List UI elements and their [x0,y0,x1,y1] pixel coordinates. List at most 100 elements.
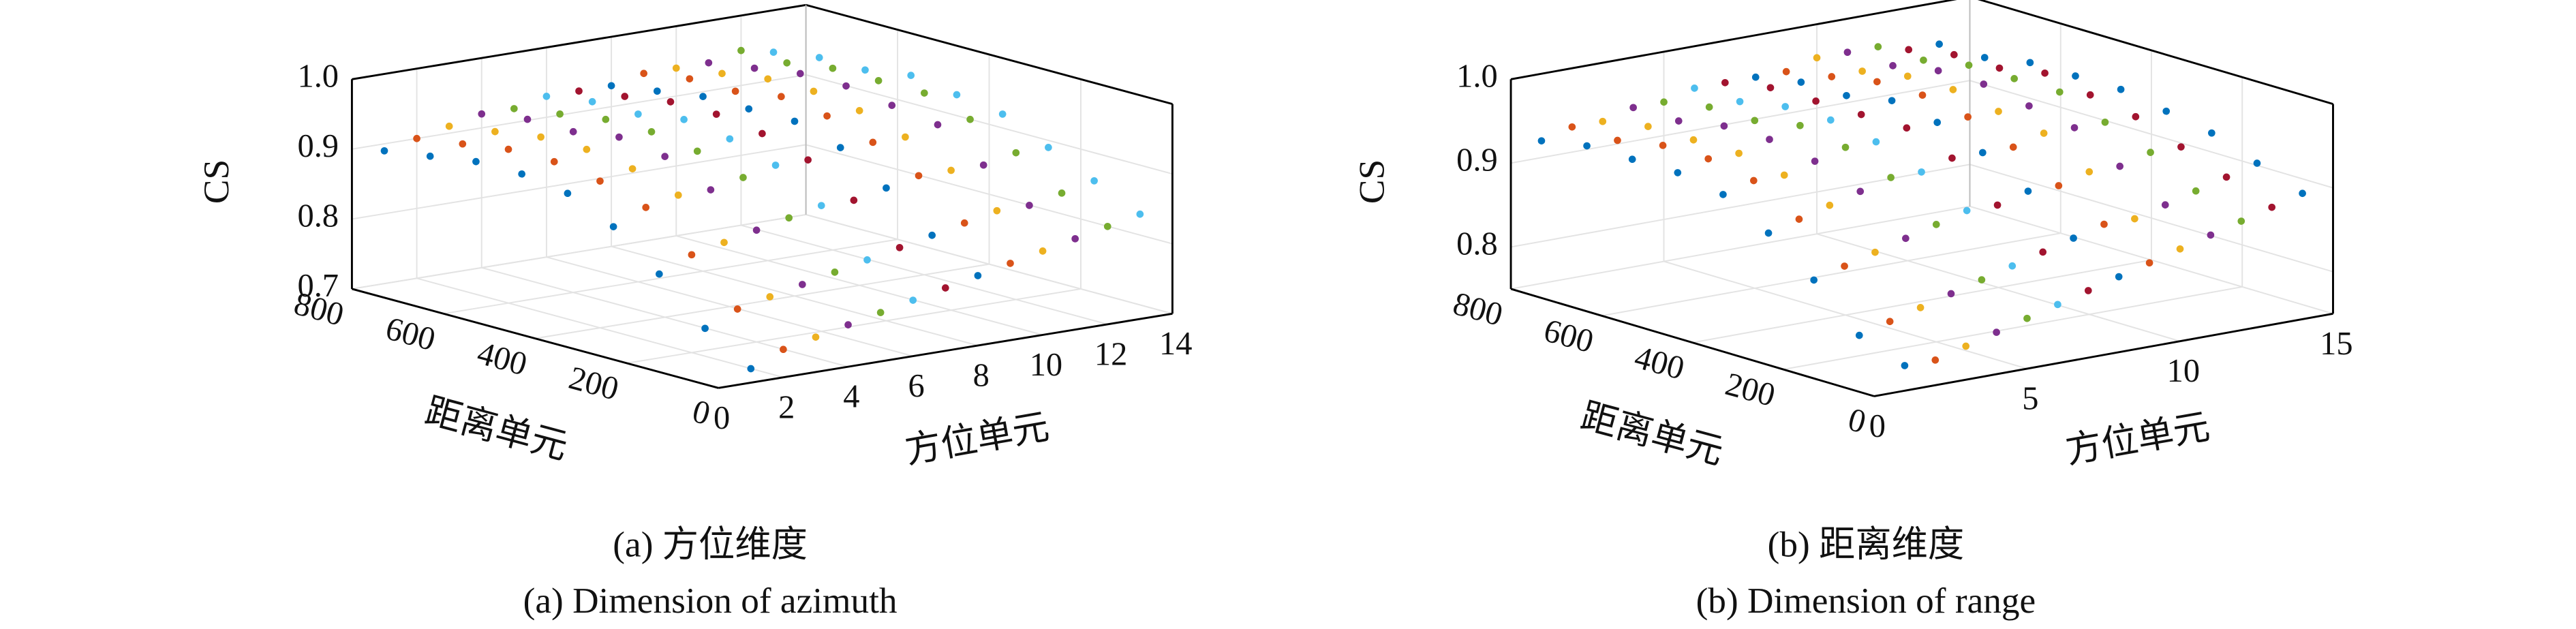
data-point [1751,117,1759,125]
y-axis-label: 距离单元 [421,391,572,467]
axis-line [352,3,806,80]
x-tick-label: 4 [843,379,859,415]
data-point [1813,54,1821,62]
grid-line [352,74,806,150]
data-point [2025,102,2033,110]
data-point [1993,201,2002,209]
data-point [1903,124,1911,132]
data-point [1766,84,1775,91]
data-point [2299,189,2306,198]
z-tick-label: 1.0 [1456,58,1498,94]
y-tick-label: 200 [565,360,622,408]
data-point [1918,168,1925,176]
data-point [1949,86,1957,93]
axis-line [806,3,1173,106]
data-point [1947,290,1955,298]
data-point [2070,124,2079,132]
data-point [2161,201,2169,209]
data-point [2039,248,2047,256]
z-tick-label: 0.9 [1456,142,1498,178]
data-point [815,54,823,61]
data-point [780,346,787,354]
data-point [2268,203,2276,211]
grid-line [1692,259,2152,343]
data-point [2023,314,2031,322]
data-point [785,214,793,222]
data-point [602,115,610,123]
x-axis-label: 方位单元 [2063,407,2213,472]
data-point [518,170,525,178]
data-point [1058,189,1066,197]
data-point [974,272,982,279]
data-point [1781,103,1790,110]
data-point [2100,220,2108,228]
data-point [661,153,669,160]
data-point [747,365,755,373]
data-point [812,333,820,341]
z-tick-label: 0.9 [297,128,339,164]
data-point [1980,80,1988,88]
data-point [2208,129,2215,137]
data-point [1995,64,2004,72]
data-point [2116,162,2123,170]
data-point [1691,85,1698,92]
data-point [2009,143,2017,151]
data-point [656,270,663,278]
data-point [672,64,680,72]
data-point [1689,136,1698,144]
data-point [836,144,844,151]
data-point [791,117,799,125]
data-point [1963,206,1971,215]
z-tick-label: 0.7 [297,268,339,304]
data-point [688,251,696,259]
data-point [1902,234,1910,243]
data-point [771,162,780,169]
data-point [2072,72,2079,80]
data-point [2101,119,2109,126]
data-point [960,219,968,227]
data-point [1071,234,1079,243]
data-point [564,189,572,198]
data-point [1797,78,1805,86]
data-point [1811,157,1819,165]
data-point [2131,215,2138,223]
y-tick-label: 600 [1540,312,1597,360]
y-tick-label: 600 [382,310,439,358]
data-point [1979,149,1987,157]
data-point [647,128,656,136]
data-point [1887,174,1895,181]
data-point [1903,72,1912,80]
data-point [634,110,642,118]
data-point [1090,177,1098,185]
data-point [888,102,896,109]
data-point [1905,46,1913,54]
grid-line [1783,286,2243,371]
data-point [1674,117,1683,125]
data-point [478,110,486,118]
data-point [680,116,688,123]
data-point [1782,67,1790,76]
data-point [550,157,558,166]
data-point [766,293,774,301]
data-point [1871,248,1879,256]
data-point [2132,112,2140,121]
data-point [823,112,831,120]
data-point [1856,187,1865,196]
z-axis-label: CS [196,159,236,204]
data-point [642,204,650,211]
data-point [1995,108,2002,115]
data-point [1841,262,1848,270]
data-point [1857,110,1865,119]
data-point [1659,142,1667,149]
x-tick-label: 14 [1159,326,1192,362]
x-tick-label: 0 [714,400,730,436]
data-point [491,127,499,136]
data-point [752,226,761,234]
data-point [2222,173,2230,181]
data-point [921,89,928,97]
data-point [804,156,812,164]
data-point [712,110,720,118]
data-point [1962,342,1970,350]
data-point [2253,159,2261,167]
data-point [2117,85,2125,93]
